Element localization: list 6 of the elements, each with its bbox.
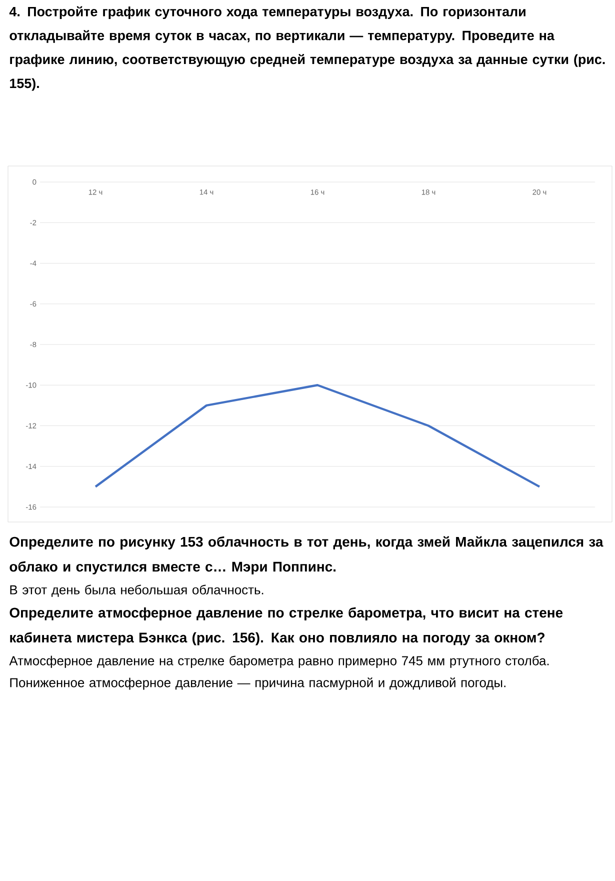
chart-title: 4. Постройте график суточного хода температуры воздуха. По горизонтали откладывайте время суток в часах, по вертикали — температуру. Проведите на графике линию, соответствующую средней температуре воздуха за данные сутки (рис. 155). <box>9 6 605 91</box>
text: Определите атмосферное давление по стрелке барометра, что висит на стене кабинета мистера Бэнкса (рис. 156). Как оно повлияло на погоду за окном? <box>10 607 563 646</box>
line-series <box>94 384 541 488</box>
text: Определите по рисунку 153 облачность в тот день, когда змей Майкла зацепился за облако и спустился вместе с… Мэри Поппинс. <box>10 536 604 574</box>
text: Атмосферное давление на стрелке барометра равно примерно 745 мм ртутного столба. Пониженное атмосферное давление — причина пасмурной и дождливой погоды. <box>9 656 549 690</box>
text: В этот день была небольшая облачность. <box>10 584 264 597</box>
